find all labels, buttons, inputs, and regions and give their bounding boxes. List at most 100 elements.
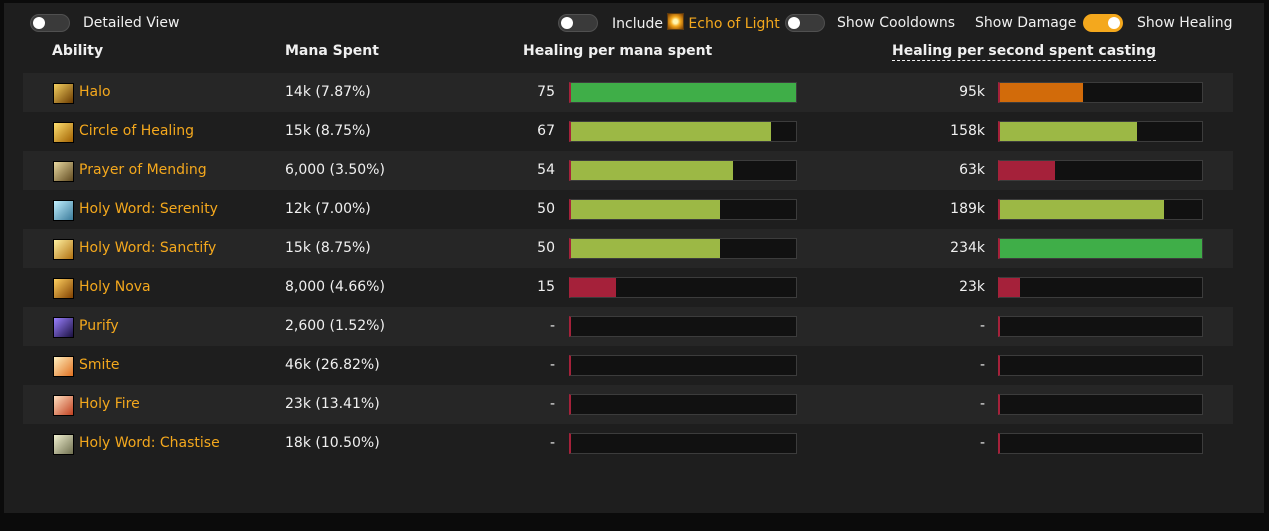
healing-per-mana-bar	[569, 121, 797, 142]
holy-word-serenity-icon	[53, 200, 74, 221]
detailed-view-toggle[interactable]	[30, 14, 70, 32]
ability-name-link[interactable]: Holy Word: Chastise	[79, 435, 220, 451]
bar-fill	[1000, 278, 1021, 297]
healing-per-mana-value: -	[549, 357, 555, 373]
echo-of-light-link[interactable]: Echo of Light	[688, 16, 780, 32]
healing-per-second-bar	[998, 82, 1203, 103]
healing-per-mana-bar	[569, 316, 797, 337]
table-row: Smite 46k (26.82%) - -	[23, 346, 1233, 385]
toolbar: Detailed View Include Echo of Light Show…	[4, 13, 1264, 35]
healing-per-second-value: -	[979, 396, 985, 412]
bar-fill	[1000, 239, 1202, 258]
healing-per-mana-value: 67	[537, 123, 555, 139]
healing-per-mana-bar	[569, 160, 797, 181]
bar-fill	[1000, 122, 1138, 141]
healing-per-second-bar	[998, 394, 1203, 415]
table-row: Purify 2,600 (1.52%) - -	[23, 307, 1233, 346]
healing-per-second-value: 23k	[959, 279, 985, 295]
ability-name-link[interactable]: Smite	[79, 357, 120, 373]
healing-per-second-bar	[998, 277, 1203, 298]
smite-icon	[53, 356, 74, 377]
table-row: Holy Word: Sanctify 15k (8.75%) 50 234k	[23, 229, 1233, 268]
table-row: Circle of Healing 15k (8.75%) 67 158k	[23, 112, 1233, 151]
healing-per-second-value: -	[979, 435, 985, 451]
halo-icon	[53, 83, 74, 104]
healing-per-second-value: 234k	[950, 240, 985, 256]
mana-spent-value: 14k (7.87%)	[285, 84, 371, 100]
mana-spent-value: 15k (8.75%)	[285, 123, 371, 139]
holy-fire-icon	[53, 395, 74, 416]
healing-per-mana-value: -	[549, 318, 555, 334]
ability-name-link[interactable]: Holy Word: Sanctify	[79, 240, 217, 256]
show-damage-label[interactable]: Show Damage	[975, 15, 1077, 31]
table-header: Ability Mana Spent Healing per mana spen…	[4, 43, 1264, 67]
healing-per-mana-bar	[569, 394, 797, 415]
column-ability: Ability	[52, 43, 104, 59]
table-row: Holy Word: Serenity 12k (7.00%) 50 189k	[23, 190, 1233, 229]
healing-per-mana-bar	[569, 238, 797, 259]
mana-spent-value: 23k (13.41%)	[285, 396, 380, 412]
healing-per-mana-bar	[569, 199, 797, 220]
table-row: Holy Word: Chastise 18k (10.50%) - -	[23, 424, 1233, 463]
healing-per-second-bar	[998, 238, 1203, 259]
show-healing-label[interactable]: Show Healing	[1137, 15, 1233, 31]
ability-name-link[interactable]: Holy Nova	[79, 279, 151, 295]
healing-per-mana-bar	[569, 433, 797, 454]
healing-per-mana-value: 15	[537, 279, 555, 295]
holy-nova-icon	[53, 278, 74, 299]
healing-per-second-value: 189k	[950, 201, 985, 217]
healing-per-mana-value: -	[549, 396, 555, 412]
include-echo-of-light-toggle[interactable]	[558, 14, 598, 32]
mana-spent-value: 18k (10.50%)	[285, 435, 380, 451]
mana-spent-value: 2,600 (1.52%)	[285, 318, 385, 334]
holy-word-sanctify-icon	[53, 239, 74, 260]
healing-per-second-bar	[998, 160, 1203, 181]
mana-spent-value: 12k (7.00%)	[285, 201, 371, 217]
ability-name-link[interactable]: Prayer of Mending	[79, 162, 207, 178]
ability-name-link[interactable]: Purify	[79, 318, 119, 334]
ability-name-link[interactable]: Holy Fire	[79, 396, 140, 412]
healing-per-second-bar	[998, 121, 1203, 142]
toggle-knob	[1108, 17, 1120, 29]
show-cooldowns-toggle[interactable]	[785, 14, 825, 32]
circle-of-healing-icon	[53, 122, 74, 143]
purify-icon	[53, 317, 74, 338]
bar-fill	[571, 161, 733, 180]
ability-name-link[interactable]: Holy Word: Serenity	[79, 201, 218, 217]
healing-per-second-bar	[998, 433, 1203, 454]
table-row: Holy Fire 23k (13.41%) - -	[23, 385, 1233, 424]
bar-fill	[571, 200, 720, 219]
damage-healing-toggle[interactable]	[1083, 14, 1123, 32]
ability-name-link[interactable]: Halo	[79, 84, 111, 100]
healing-per-mana-value: 75	[537, 84, 555, 100]
table-row: Holy Nova 8,000 (4.66%) 15 23k	[23, 268, 1233, 307]
bar-fill	[1000, 83, 1083, 102]
include-echo-of-light-label: Include Echo of Light	[612, 13, 780, 34]
mana-spent-value: 6,000 (3.50%)	[285, 162, 385, 178]
ability-name-link[interactable]: Circle of Healing	[79, 123, 194, 139]
include-prefix: Include	[612, 16, 663, 32]
healing-per-second-value: 63k	[959, 162, 985, 178]
prayer-of-mending-icon	[53, 161, 74, 182]
mana-spent-value: 8,000 (4.66%)	[285, 279, 385, 295]
toggle-knob	[788, 17, 800, 29]
healing-per-second-value: 95k	[959, 84, 985, 100]
healing-per-second-value: -	[979, 357, 985, 373]
mana-spent-value: 46k (26.82%)	[285, 357, 380, 373]
column-mana-spent: Mana Spent	[285, 43, 379, 59]
bar-fill	[571, 83, 796, 102]
mana-spent-value: 15k (8.75%)	[285, 240, 371, 256]
healing-per-mana-bar	[569, 277, 797, 298]
healing-per-second-bar	[998, 199, 1203, 220]
toggle-knob	[561, 17, 573, 29]
spell-efficiency-panel: Detailed View Include Echo of Light Show…	[4, 3, 1264, 513]
ability-table: Halo 14k (7.87%) 75 95k Circle of Healing 15k…	[23, 73, 1233, 463]
healing-per-second-bar	[998, 355, 1203, 376]
holy-word-chastise-icon	[53, 434, 74, 455]
healing-per-mana-value: 54	[537, 162, 555, 178]
column-healing-per-second[interactable]: Healing per second spent casting	[892, 43, 1156, 61]
bar-fill	[1000, 200, 1164, 219]
bar-fill	[571, 239, 720, 258]
table-row: Prayer of Mending 6,000 (3.50%) 54 63k	[23, 151, 1233, 190]
healing-per-mana-bar	[569, 82, 797, 103]
